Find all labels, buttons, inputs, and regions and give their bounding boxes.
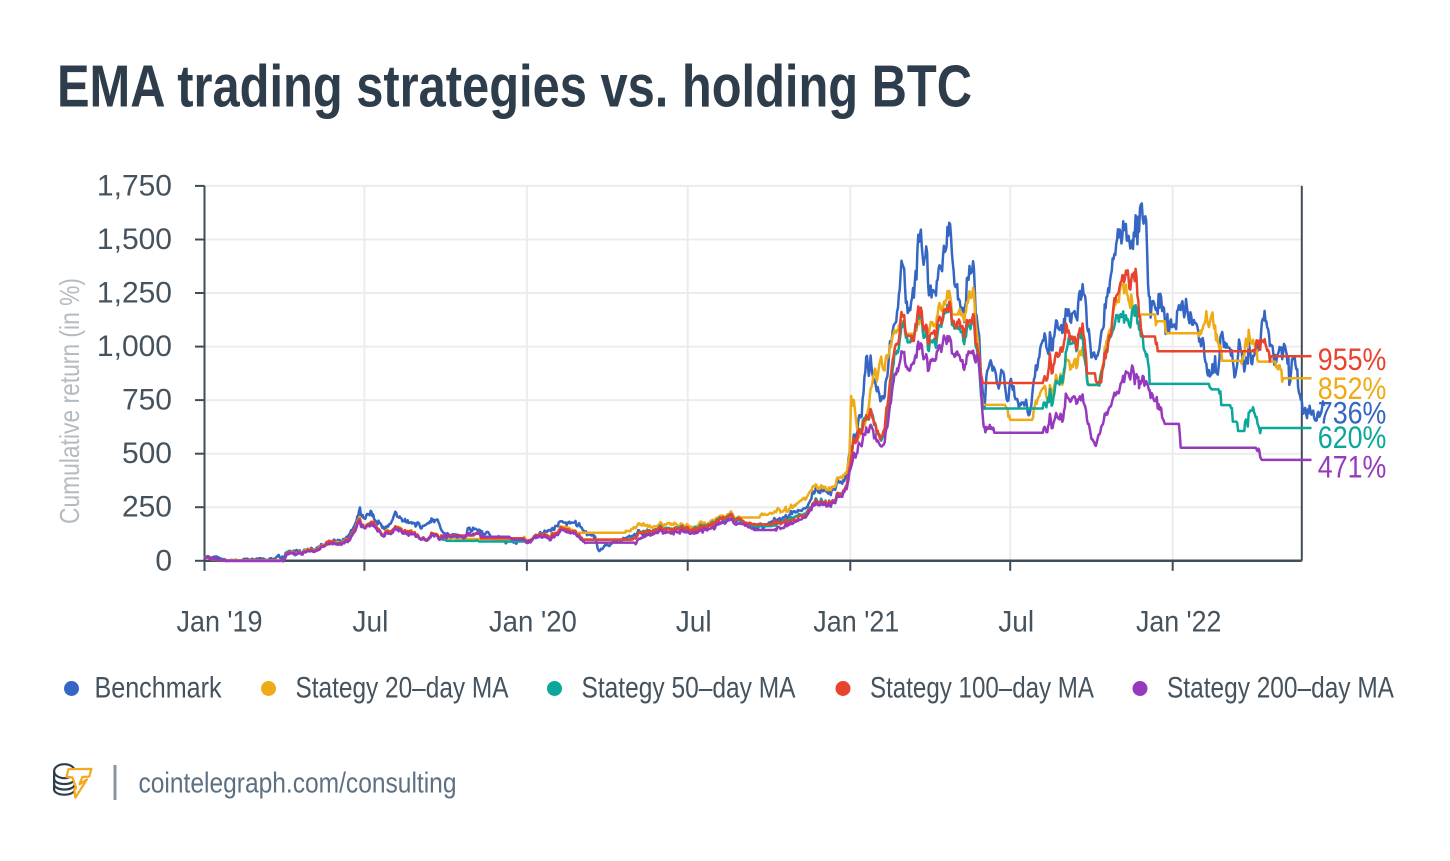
svg-text:250: 250: [122, 491, 172, 524]
svg-text:Stategy 100–day MA: Stategy 100–day MA: [870, 672, 1094, 705]
svg-text:Jan '19: Jan '19: [177, 606, 263, 639]
svg-text:620%: 620%: [1318, 419, 1387, 455]
svg-text:Jul: Jul: [676, 606, 712, 639]
svg-text:1,500: 1,500: [97, 223, 172, 256]
svg-text:852%: 852%: [1318, 370, 1387, 406]
svg-text:Jan '20: Jan '20: [489, 606, 577, 639]
svg-text:750: 750: [122, 384, 172, 417]
svg-text:500: 500: [122, 437, 172, 470]
svg-text:Jan '22: Jan '22: [1136, 606, 1222, 639]
svg-text:1,750: 1,750: [97, 169, 172, 202]
svg-text:EMA trading strategies vs. hol: EMA trading strategies vs. holding BTC: [57, 54, 972, 120]
svg-text:Jul: Jul: [998, 606, 1034, 639]
svg-text:Jul: Jul: [352, 606, 388, 639]
svg-text:Cumulative return (in %): Cumulative return (in %): [54, 278, 85, 524]
svg-text:471%: 471%: [1318, 449, 1387, 485]
svg-text:1,250: 1,250: [97, 277, 172, 310]
svg-text:736%: 736%: [1318, 395, 1387, 431]
svg-text:Stategy 20–day MA: Stategy 20–day MA: [296, 672, 509, 705]
svg-text:cointelegraph.com/consulting: cointelegraph.com/consulting: [139, 767, 457, 799]
svg-text:Benchmark: Benchmark: [95, 672, 222, 705]
svg-text:Stategy 200–day MA: Stategy 200–day MA: [1167, 672, 1394, 705]
svg-text:Stategy 50–day MA: Stategy 50–day MA: [582, 672, 796, 705]
svg-text:0: 0: [155, 544, 172, 577]
svg-text:1,000: 1,000: [97, 330, 172, 363]
svg-text:Jan '21: Jan '21: [813, 606, 899, 639]
svg-text:955%: 955%: [1318, 341, 1387, 377]
